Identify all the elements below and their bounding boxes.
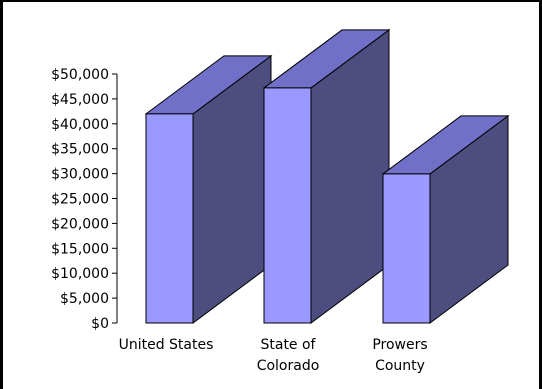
x-tick-label: Prowers County xyxy=(372,337,427,374)
y-tick-label: $10,000 xyxy=(51,266,109,282)
y-tick-label: $40,000 xyxy=(51,117,109,133)
y-tick-label: $30,000 xyxy=(51,167,109,183)
y-tick-label: $25,000 xyxy=(51,192,109,208)
bar xyxy=(263,87,312,324)
x-axis-labels: United States State of Colorado Prowers Coun… xyxy=(119,337,428,374)
y-tick-label: $45,000 xyxy=(51,92,109,108)
x-tick-label: State of Colorado xyxy=(257,337,320,374)
y-tick-label: $50,000 xyxy=(51,67,109,83)
bar xyxy=(145,113,194,324)
y-axis: $0 $5,000 $10,000 $15,000 $20,000 $25,000 $30,… xyxy=(51,67,118,332)
y-tick-label: $5,000 xyxy=(60,291,109,307)
y-tick-label: $35,000 xyxy=(51,142,109,158)
y-tick-label: $0 xyxy=(91,316,109,332)
bars xyxy=(144,28,510,324)
x-tick-label: United States xyxy=(119,337,214,353)
bar xyxy=(382,173,431,324)
y-tick-label: $20,000 xyxy=(51,216,109,232)
y-tick-label: $15,000 xyxy=(51,241,109,257)
